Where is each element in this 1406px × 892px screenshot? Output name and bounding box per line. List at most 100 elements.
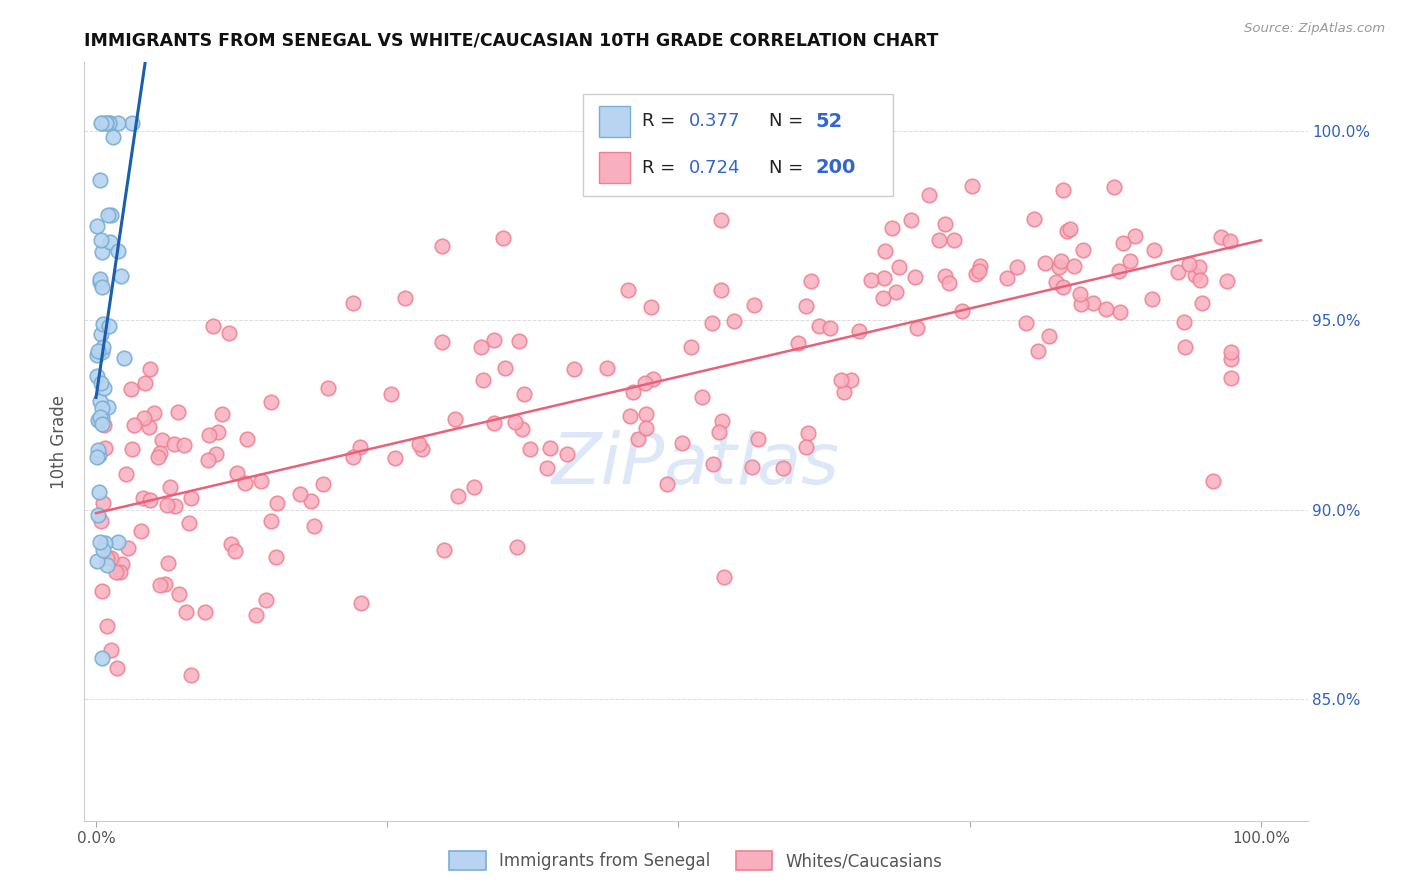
Point	[107, 535, 129, 549]
Point	[93, 381, 115, 395]
Point	[655, 476, 678, 491]
Point	[163, 436, 186, 450]
Point	[943, 233, 966, 247]
Point	[179, 516, 201, 531]
Y-axis label: 10th Grade: 10th Grade	[51, 394, 69, 489]
Point	[197, 428, 219, 442]
Point	[117, 541, 139, 555]
Point	[96, 619, 118, 633]
Point	[463, 480, 485, 494]
Point	[1050, 253, 1073, 268]
Point	[89, 275, 111, 289]
Point	[1219, 371, 1241, 385]
Point	[995, 270, 1018, 285]
Point	[349, 596, 371, 610]
Point	[97, 400, 120, 414]
Point	[87, 508, 110, 523]
Point	[1026, 343, 1049, 358]
Point	[342, 296, 364, 310]
Point	[1178, 256, 1201, 270]
Point	[87, 485, 110, 500]
Point	[89, 449, 111, 463]
Point	[634, 421, 657, 435]
Point	[408, 436, 430, 450]
Text: 52: 52	[815, 112, 842, 131]
Point	[807, 319, 830, 334]
Point	[97, 319, 120, 334]
Point	[312, 477, 335, 491]
Point	[90, 116, 112, 130]
Point	[100, 551, 122, 566]
Point	[245, 607, 267, 622]
Point	[1140, 292, 1163, 306]
Point	[671, 436, 693, 450]
Point	[1216, 274, 1239, 288]
Point	[1102, 180, 1125, 194]
Point	[394, 291, 416, 305]
Point	[832, 385, 855, 400]
Point	[93, 543, 115, 558]
Point	[1015, 316, 1038, 330]
Text: R =: R =	[643, 112, 675, 130]
Point	[122, 417, 145, 432]
Point	[105, 661, 128, 675]
Point	[818, 320, 841, 334]
Point	[98, 116, 121, 130]
Point	[960, 179, 983, 194]
Point	[89, 534, 111, 549]
Text: 200: 200	[815, 158, 856, 177]
Point	[1188, 260, 1211, 275]
Point	[617, 284, 640, 298]
Point	[91, 345, 114, 359]
Point	[93, 418, 115, 433]
Point	[299, 493, 322, 508]
Point	[149, 577, 172, 591]
Point	[90, 116, 112, 130]
Point	[153, 576, 176, 591]
Point	[207, 425, 229, 439]
Point	[91, 650, 114, 665]
Point	[1047, 260, 1070, 275]
Point	[197, 453, 219, 467]
Point	[139, 362, 162, 376]
Point	[90, 401, 112, 415]
Point	[266, 496, 288, 510]
Point	[218, 326, 240, 340]
Point	[316, 381, 339, 395]
Point	[173, 438, 195, 452]
Point	[89, 410, 111, 425]
Point	[860, 273, 883, 287]
Point	[1094, 302, 1116, 317]
Point	[1007, 260, 1029, 274]
Point	[91, 496, 114, 510]
Point	[86, 348, 108, 362]
Point	[146, 450, 169, 464]
Point	[707, 425, 730, 439]
Point	[928, 233, 950, 247]
Text: Source: ZipAtlas.com: Source: ZipAtlas.com	[1244, 22, 1385, 36]
Point	[1045, 275, 1067, 289]
Point	[90, 514, 112, 528]
Point	[91, 318, 114, 332]
Point	[700, 316, 723, 330]
Point	[96, 558, 118, 572]
Point	[94, 116, 117, 130]
Point	[772, 461, 794, 475]
Point	[938, 276, 960, 290]
Point	[1108, 264, 1130, 278]
Text: IMMIGRANTS FROM SENEGAL VS WHITE/CAUCASIAN 10TH GRADE CORRELATION CHART: IMMIGRANTS FROM SENEGAL VS WHITE/CAUCASI…	[84, 32, 939, 50]
Point	[380, 386, 402, 401]
Point	[89, 393, 111, 408]
Point	[159, 480, 181, 494]
Point	[264, 550, 287, 565]
Point	[94, 441, 117, 455]
Point	[794, 299, 817, 313]
Point	[741, 460, 763, 475]
Point	[1174, 340, 1197, 354]
Point	[86, 369, 108, 384]
Point	[950, 303, 973, 318]
Point	[149, 446, 172, 460]
Text: 0.377: 0.377	[689, 112, 740, 130]
Point	[174, 605, 197, 619]
Point	[969, 260, 991, 274]
